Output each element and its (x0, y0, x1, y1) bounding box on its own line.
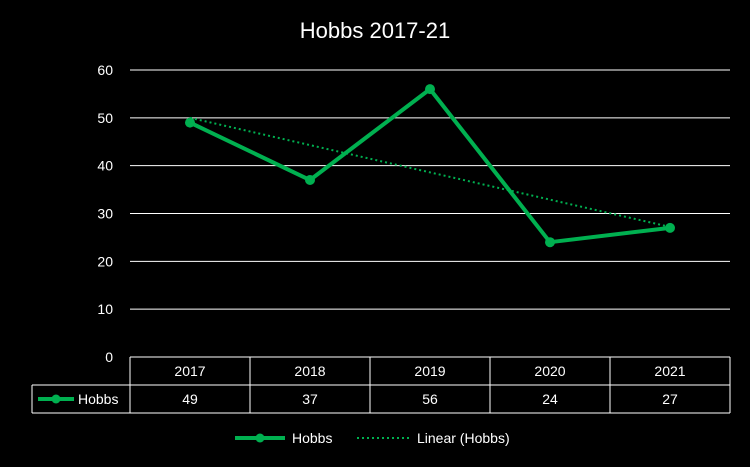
legend-label-trendline: Linear (Hobbs) (417, 430, 510, 446)
y-tick-label: 60 (97, 62, 113, 78)
y-tick-label: 50 (97, 110, 113, 126)
legend: Hobbs Linear (Hobbs) (235, 430, 510, 446)
data-label: 27 (662, 391, 678, 407)
data-label: 24 (542, 391, 558, 407)
data-point (665, 222, 675, 233)
series-hobbs (185, 84, 675, 248)
data-label: 56 (422, 391, 438, 407)
chart-title: Hobbs 2017-21 (300, 18, 450, 43)
y-tick-label: 10 (97, 301, 113, 317)
x-tick-label: 2018 (294, 363, 325, 379)
table-series-name: Hobbs (78, 391, 118, 407)
data-point (305, 175, 315, 186)
legend-label-hobbs: Hobbs (292, 430, 332, 446)
legend-key-marker (255, 433, 265, 443)
data-point (185, 117, 195, 128)
y-tick-label: 0 (105, 349, 113, 365)
table-series-key-marker (51, 394, 61, 404)
gridlines (130, 69, 730, 310)
y-tick-label: 30 (97, 206, 113, 222)
x-tick-label: 2020 (534, 363, 565, 379)
data-point (425, 84, 435, 95)
data-table: 2017 2018 2019 2020 2021 49 37 56 24 27 Hobbs (31, 356, 731, 414)
x-tick-label: 2021 (654, 363, 685, 379)
x-tick-label: 2019 (414, 363, 445, 379)
y-tick-label: 20 (97, 253, 113, 269)
data-label: 37 (302, 391, 318, 407)
data-label: 49 (182, 391, 198, 407)
y-tick-label: 40 (97, 158, 113, 174)
trendline-path (189, 116, 671, 228)
y-axis-tick-labels: 0 10 20 30 40 50 60 (97, 62, 113, 365)
data-point (545, 237, 555, 248)
trendline (189, 116, 671, 228)
x-tick-label: 2017 (174, 363, 205, 379)
